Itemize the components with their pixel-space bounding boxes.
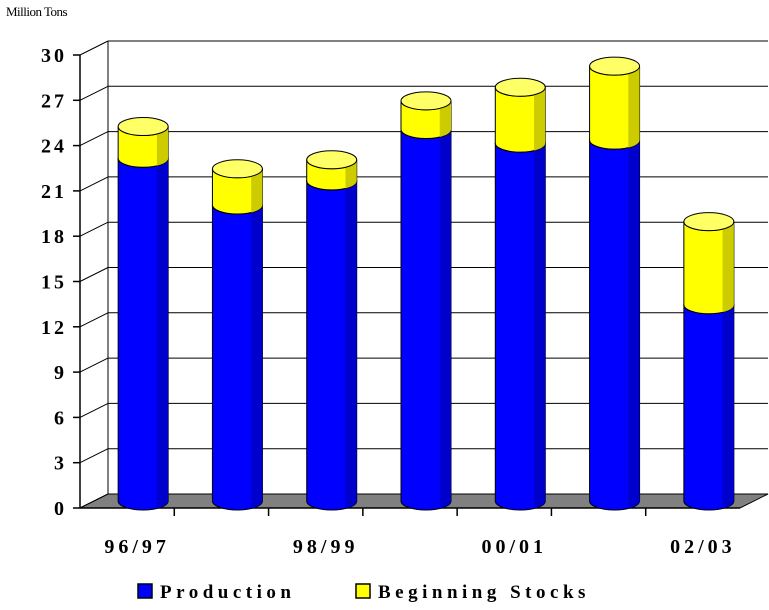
bar-segment-top — [211, 159, 263, 179]
bar-segment-top — [306, 150, 358, 170]
y-tick-label: 27 — [41, 90, 67, 112]
legend: Production Beginning Stocks — [137, 582, 590, 603]
gridline-side — [79, 85, 109, 101]
bar-stack — [117, 117, 169, 511]
y-axis-ticks: 0 3 6 9 12 15 18 21 24 27 30 — [41, 45, 80, 520]
y-tick-label: 6 — [54, 407, 67, 429]
gridline-side — [79, 176, 109, 192]
bar-segment-shade — [345, 180, 357, 509]
gridline-side — [79, 131, 109, 147]
bar-stack — [683, 212, 735, 511]
gridline-side — [79, 448, 109, 464]
x-tick-label: 98/99 — [293, 536, 359, 558]
legend-label: Production — [160, 582, 295, 603]
bar-segment-shade — [251, 168, 263, 213]
bar-segment-shade — [439, 129, 451, 509]
gridline-side — [79, 267, 109, 282]
bar-segment-shade — [534, 87, 546, 151]
legend-swatch — [355, 583, 371, 599]
bar-stack — [211, 159, 263, 511]
bar-segment-top — [400, 91, 452, 111]
y-tick-label: 21 — [41, 181, 67, 203]
x-tick-label: 00/01 — [482, 536, 548, 558]
legend-swatch — [137, 583, 153, 599]
x-tick-label: 02/03 — [670, 536, 736, 558]
bar-segment-shade — [251, 205, 263, 509]
y-tick-label: 3 — [54, 453, 67, 475]
gridline-side — [79, 221, 109, 237]
bar-segment-top — [683, 212, 735, 232]
legend-label: Beginning Stocks — [378, 582, 590, 603]
y-tick-label: 24 — [41, 136, 67, 158]
bar-stack — [400, 91, 452, 511]
y-tick-label: 0 — [54, 498, 67, 520]
bar-stack — [494, 77, 546, 511]
y-tick-label: 15 — [41, 272, 67, 294]
gridline-side — [79, 357, 109, 373]
y-axis-unit-label: Million Tons — [6, 4, 68, 19]
y-tick-label: 9 — [54, 362, 67, 384]
x-axis-ticks: 96/97 98/99 00/01 02/03 — [104, 508, 736, 558]
bar-segment-shade — [722, 221, 734, 313]
bar-stack — [306, 150, 358, 511]
gridline-side — [79, 402, 109, 418]
x-tick-label: 96/97 — [104, 536, 170, 558]
gridline-side — [79, 40, 109, 56]
y-tick-label: 12 — [41, 317, 67, 339]
bars — [117, 56, 735, 511]
bar-segment-shade — [628, 66, 640, 148]
bar-segment-shade — [534, 143, 546, 509]
bar-segment-shade — [156, 158, 169, 509]
gridline-side — [79, 312, 109, 328]
bar-segment-top — [494, 77, 546, 97]
y-tick-label: 30 — [41, 45, 67, 67]
bar-segment-top — [589, 56, 641, 76]
bar-segment-shade — [628, 140, 640, 509]
y-tick-label: 18 — [41, 226, 67, 248]
bar-segment-top — [117, 117, 169, 137]
bar-stack — [589, 56, 641, 511]
bar-segment-shade — [439, 100, 451, 138]
bar-segment-shade — [156, 126, 169, 166]
bar-segment-shade — [722, 304, 734, 509]
